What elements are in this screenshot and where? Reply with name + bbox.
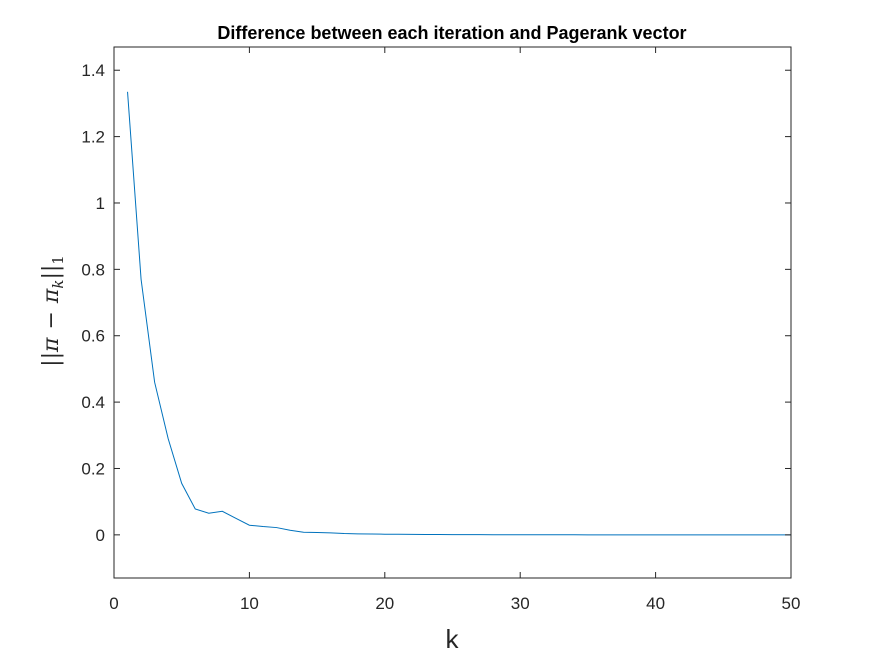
y-label-one-subscript: 1 (49, 255, 67, 265)
x-tick-label: 30 (511, 594, 530, 613)
x-tick-label: 0 (109, 594, 118, 613)
x-tick-label: 50 (782, 594, 801, 613)
chart-title: Difference between each iteration and Pa… (217, 23, 686, 43)
y-tick-label: 1 (96, 194, 105, 213)
series-line-0 (127, 91, 791, 536)
x-tick-label: 40 (646, 594, 665, 613)
axes-box (113, 46, 792, 579)
y-label-pi: π (39, 337, 64, 353)
y-label-minus: − (39, 311, 64, 329)
y-tick-label: 0.6 (81, 327, 105, 346)
y-axis-label: ||π−πk||1 (39, 255, 67, 367)
y-label-bars-right: || (39, 265, 64, 280)
x-axis-label: k (446, 624, 460, 654)
ticks-layer: 0 10 20 30 40 50 0 0.2 0.4 0.6 0.8 1 1.2 1.4 (81, 47, 800, 613)
y-tick-label: 1.4 (81, 61, 105, 80)
y-tick-label: 0.8 (81, 260, 105, 279)
x-tick-label: 10 (240, 594, 259, 613)
series-layer (127, 91, 791, 536)
y-label-k-subscript: k (49, 280, 67, 289)
plot-area (114, 47, 791, 578)
y-tick-label: 0.2 (81, 459, 105, 478)
y-tick-label: 0.4 (81, 393, 105, 412)
y-tick-label: 0 (96, 526, 105, 545)
y-tick-label: 1.2 (81, 128, 105, 147)
y-label-pi-k: π (39, 288, 64, 304)
x-tick-label: 20 (375, 594, 394, 613)
y-label-bars-left: || (39, 352, 64, 367)
